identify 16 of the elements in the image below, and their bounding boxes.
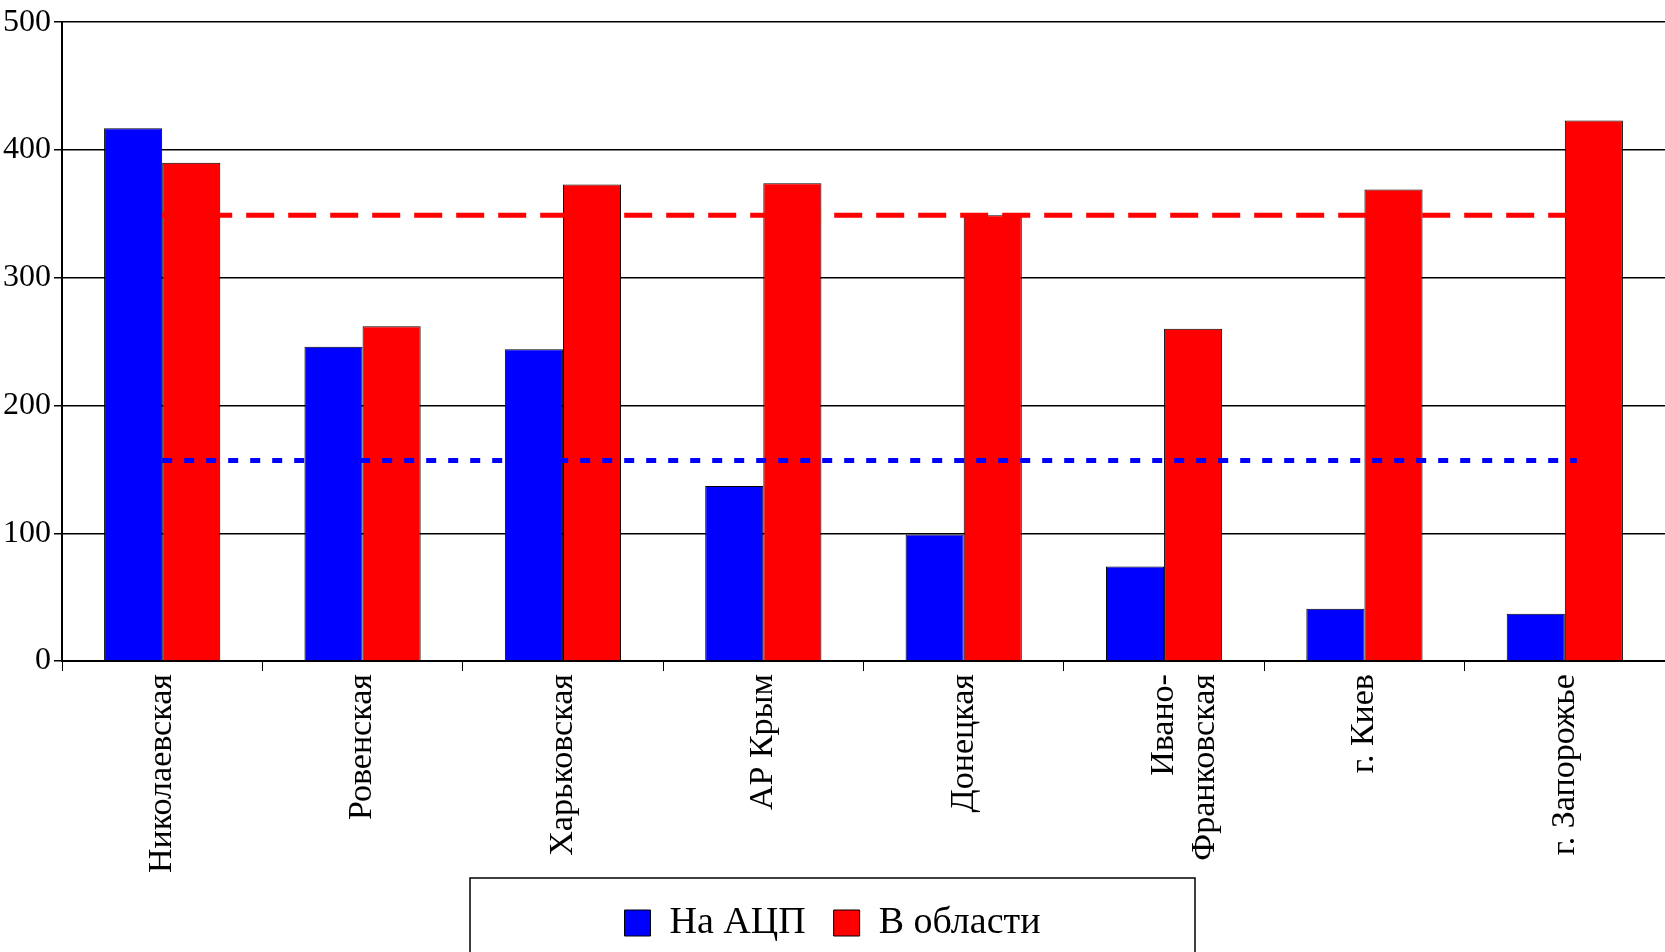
x-tick-label: г. Запорожье	[1543, 674, 1581, 856]
y-tick-label: 0	[35, 640, 51, 677]
y-tick-label: 400	[3, 129, 51, 166]
y-tick-label: 200	[3, 384, 51, 421]
x-tick-label: Ровенская	[341, 673, 379, 821]
y-tick-label: 500	[3, 1, 51, 38]
y-tick-label: 100	[3, 512, 51, 549]
x-tick-label: Харьковская	[541, 673, 579, 856]
x-tick-label: Ивано-Франковская	[1142, 673, 1221, 861]
legend-label: На АЦП	[669, 898, 806, 941]
x-tick-label: АР Крым	[742, 674, 780, 811]
x-tick-label: Донецкая	[942, 673, 980, 813]
x-tick-label: г. Киев	[1343, 674, 1381, 774]
y-tick-label: 300	[3, 257, 51, 294]
x-tick-label: Николаевская	[141, 673, 179, 873]
legend-label: В области	[878, 898, 1041, 941]
